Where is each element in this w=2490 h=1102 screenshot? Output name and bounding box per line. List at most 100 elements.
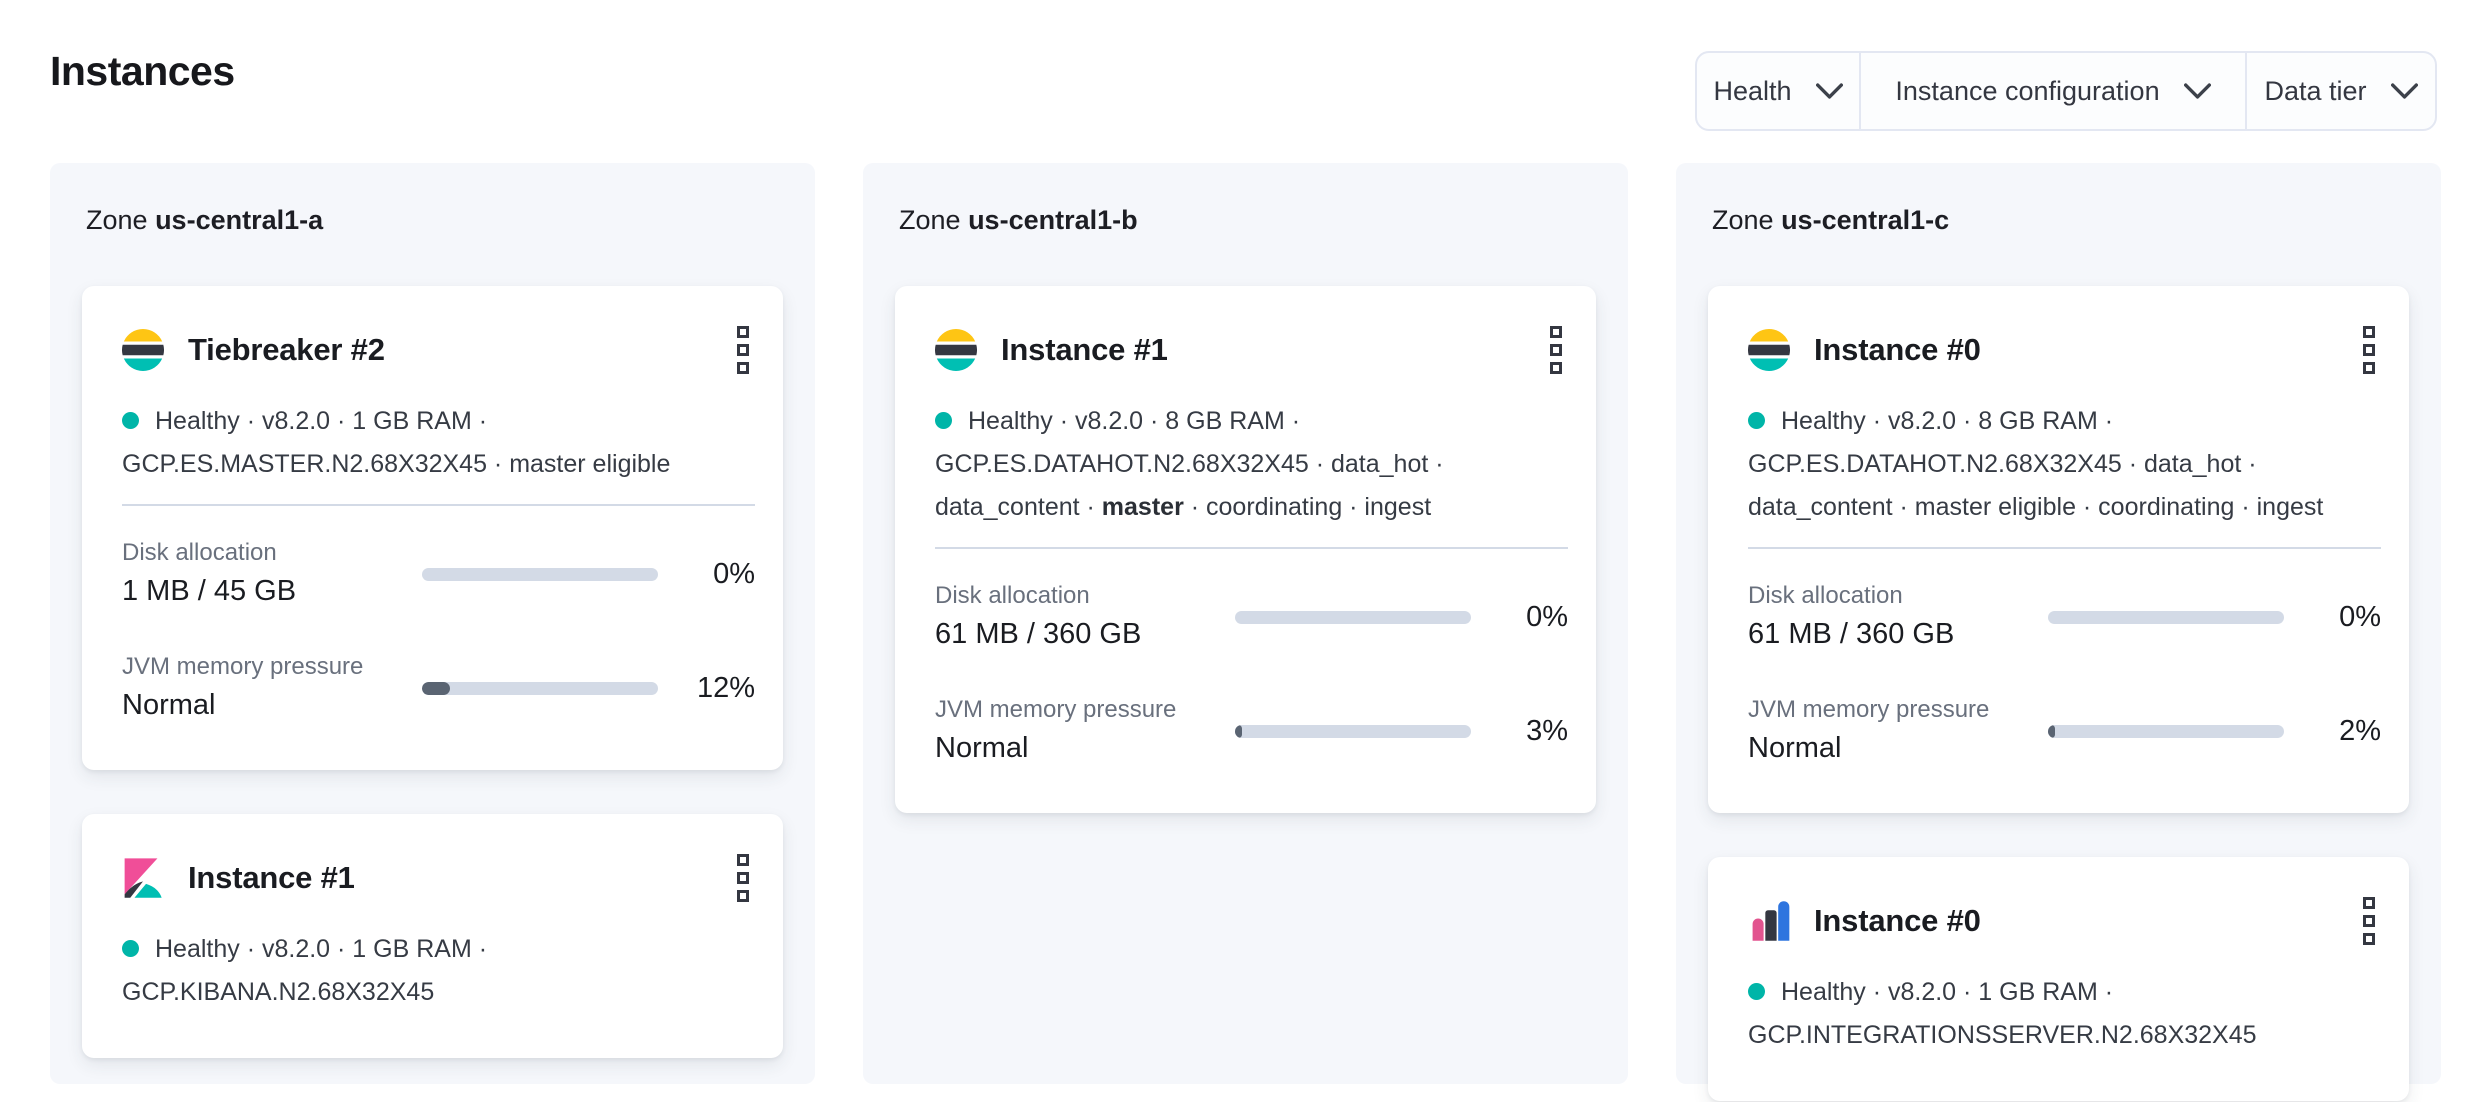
instance-title: Instance #1 xyxy=(188,860,355,895)
status-text: Healthy · v8.2.0 · 8 GB RAM · xyxy=(968,407,1301,435)
instance-title: Instance #0 xyxy=(1814,903,1981,938)
filter-data-tier[interactable]: Data tier xyxy=(2245,53,2435,129)
metric-percent: 0% xyxy=(1526,600,1568,633)
instance-card-es-1: Instance #1 Healthy · v8.2.0 · 8 GB RAM … xyxy=(895,286,1596,813)
health-dot xyxy=(122,940,139,957)
status-text: Healthy · v8.2.0 · 1 GB RAM · xyxy=(1781,978,2114,1006)
zone-panel-us-central1-b: Zone us-central1-b Instance #1 Healthy ·… xyxy=(863,163,1628,1084)
metric-label: Disk allocation xyxy=(935,582,1090,609)
metric-percent: 3% xyxy=(1526,714,1568,747)
metric-label: JVM memory pressure xyxy=(935,696,1177,723)
chevron-down-icon xyxy=(1816,83,1843,99)
boxes-vertical-icon xyxy=(2363,362,2375,374)
status-text: Healthy · v8.2.0 · 1 GB RAM · xyxy=(155,935,488,963)
zone-word: Zone xyxy=(899,205,961,235)
filter-health-label: Health xyxy=(1713,75,1792,106)
disk-allocation-metric: Disk allocation 61 MB / 360 GB 0% xyxy=(935,579,1568,655)
boxes-vertical-icon xyxy=(737,854,749,866)
health-dot xyxy=(935,412,952,429)
progress-fill xyxy=(422,681,451,695)
status-text: GCP.ES.DATAHOT.N2.68X32X45 · data_hot · xyxy=(1748,450,2257,478)
metric-percent: 0% xyxy=(713,557,755,590)
filter-group: Health Instance configuration Data tier xyxy=(1695,51,2437,131)
progress-bar xyxy=(422,567,658,581)
status-text: GCP.ES.DATAHOT.N2.68X32X45 · data_hot · xyxy=(935,450,1444,478)
kibana-logo xyxy=(122,857,164,899)
metric-value: 61 MB / 360 GB xyxy=(935,618,1142,650)
metric-label: Disk allocation xyxy=(1748,582,1903,609)
filter-health[interactable]: Health xyxy=(1697,53,1859,129)
metric-percent: 2% xyxy=(2339,714,2381,747)
boxes-vertical-icon xyxy=(737,362,749,374)
filter-instance-configuration-label: Instance configuration xyxy=(1895,75,2160,106)
status-text: GCP.KIBANA.N2.68X32X45 xyxy=(122,978,435,1006)
health-dot xyxy=(122,412,139,429)
instance-title: Instance #0 xyxy=(1814,332,1981,367)
instance-status: Healthy · v8.2.0 · 1 GB RAM · GCP.INTEGR… xyxy=(1748,971,2381,1057)
metric-value: Normal xyxy=(122,689,216,721)
instance-status: Healthy · v8.2.0 · 1 GB RAM · GCP.ES.MAS… xyxy=(122,400,755,486)
instance-status: Healthy · v8.2.0 · 8 GB RAM · GCP.ES.DAT… xyxy=(935,400,1568,529)
boxes-vertical-icon xyxy=(737,890,749,902)
zone-word: Zone xyxy=(86,205,148,235)
boxes-vertical-icon xyxy=(737,344,749,356)
metric-label: Disk allocation xyxy=(122,539,277,566)
status-text: Healthy · v8.2.0 · 8 GB RAM · xyxy=(1781,407,2114,435)
status-text: GCP.INTEGRATIONSSERVER.N2.68X32X45 xyxy=(1748,1021,2257,1049)
zone-label: Zone us-central1-c xyxy=(1712,205,2409,236)
metric-value: 61 MB / 360 GB xyxy=(1748,618,1955,650)
zone-name: us-central1-c xyxy=(1781,205,1950,235)
zones-row: Zone us-central1-a Tiebreaker #2 Healthy… xyxy=(50,163,2441,1101)
zone-word: Zone xyxy=(1712,205,1774,235)
disk-allocation-metric: Disk allocation 61 MB / 360 GB 0% xyxy=(1748,579,2381,655)
progress-bar xyxy=(422,681,658,695)
disk-allocation-metric: Disk allocation 1 MB / 45 GB 0% xyxy=(122,536,755,612)
zone-name: us-central1-a xyxy=(155,205,324,235)
jvm-memory-pressure-metric: JVM memory pressure Normal 3% xyxy=(935,693,1568,769)
metric-label: JVM memory pressure xyxy=(122,653,364,680)
boxes-vertical-icon xyxy=(2363,915,2375,927)
jvm-memory-pressure-metric: JVM memory pressure Normal 2% xyxy=(1748,693,2381,769)
instance-menu-button[interactable] xyxy=(731,848,755,908)
elasticsearch-logo xyxy=(122,329,164,371)
health-dot xyxy=(1748,983,1765,1000)
instance-status: Healthy · v8.2.0 · 8 GB RAM · GCP.ES.DAT… xyxy=(1748,400,2381,529)
instance-menu-button[interactable] xyxy=(2357,320,2381,380)
progress-fill xyxy=(1235,724,1243,738)
filter-instance-configuration[interactable]: Instance configuration xyxy=(1859,53,2245,129)
boxes-vertical-icon xyxy=(1550,326,1562,338)
boxes-vertical-icon xyxy=(737,872,749,884)
zone-label: Zone us-central1-a xyxy=(86,205,783,236)
status-text: data_content · master · coordinating · i… xyxy=(935,493,1432,521)
instance-card-kibana-1: Instance #1 Healthy · v8.2.0 · 1 GB RAM … xyxy=(82,814,783,1058)
jvm-memory-pressure-metric: JVM memory pressure Normal 12% xyxy=(122,650,755,726)
metric-label: JVM memory pressure xyxy=(1748,696,1990,723)
metric-percent: 0% xyxy=(2339,600,2381,633)
filter-data-tier-label: Data tier xyxy=(2264,75,2367,106)
boxes-vertical-icon xyxy=(2363,933,2375,945)
boxes-vertical-icon xyxy=(2363,897,2375,909)
chevron-down-icon xyxy=(2391,83,2418,99)
instance-menu-button[interactable] xyxy=(1544,320,1568,380)
integrations-server-logo xyxy=(1748,900,1790,942)
instance-menu-button[interactable] xyxy=(731,320,755,380)
elasticsearch-logo xyxy=(935,329,977,371)
instance-menu-button[interactable] xyxy=(2357,891,2381,951)
chevron-down-icon xyxy=(2184,83,2211,99)
elasticsearch-logo xyxy=(1748,329,1790,371)
instance-card-tiebreaker-2: Tiebreaker #2 Healthy · v8.2.0 · 1 GB RA… xyxy=(82,286,783,770)
progress-bar xyxy=(2048,610,2284,624)
metric-value: 1 MB / 45 GB xyxy=(122,575,297,607)
status-text: GCP.ES.MASTER.N2.68X32X45 · master eligi… xyxy=(122,450,671,478)
metric-value: Normal xyxy=(1748,732,1842,764)
zone-label: Zone us-central1-b xyxy=(899,205,1596,236)
status-text: data_content · master eligible · coordin… xyxy=(1748,493,2324,521)
instance-title: Tiebreaker #2 xyxy=(188,332,385,367)
divider xyxy=(1748,547,2381,549)
zone-panel-us-central1-c: Zone us-central1-c Instance #0 Healthy ·… xyxy=(1676,163,2441,1101)
progress-bar xyxy=(1235,724,1471,738)
progress-bar xyxy=(1235,610,1471,624)
divider xyxy=(935,547,1568,549)
boxes-vertical-icon xyxy=(2363,344,2375,356)
